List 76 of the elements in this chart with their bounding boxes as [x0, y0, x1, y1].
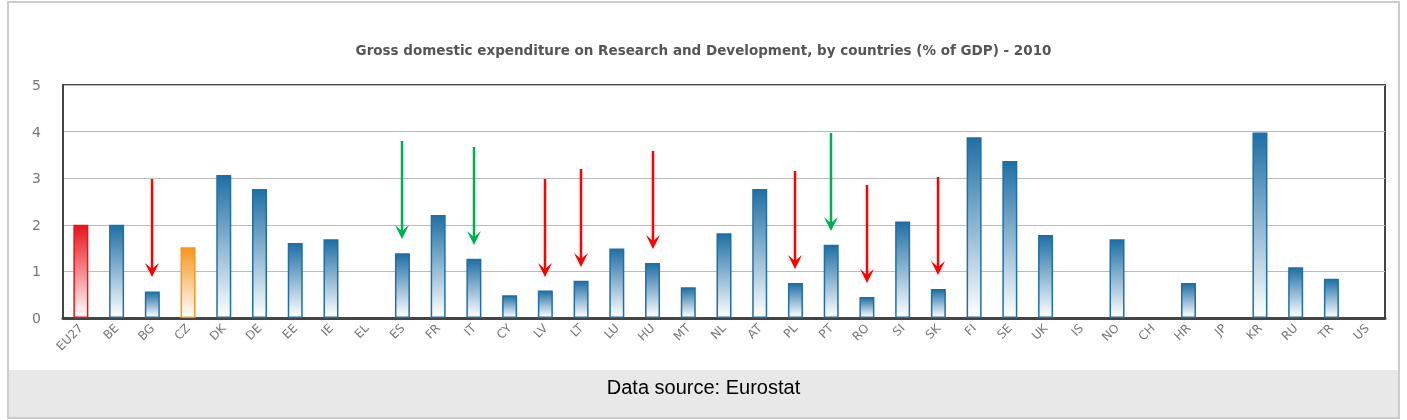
bar: [1109, 239, 1125, 318]
x-tick-label: ES: [386, 321, 408, 342]
x-tick-label: LU: [601, 321, 622, 342]
x-tick-label: DK: [206, 320, 230, 344]
x-tick-label: RU: [1278, 321, 1301, 344]
bar: [930, 289, 946, 318]
x-tick-label: PL: [780, 320, 801, 341]
y-tick-label: 4: [32, 123, 42, 140]
bar: [1288, 267, 1304, 318]
x-tick-label: UK: [1028, 320, 1052, 343]
bar: [859, 297, 875, 318]
source-note: Data source: Eurostat: [606, 376, 801, 398]
x-tick-label: NL: [707, 320, 730, 343]
y-tick-label: 5: [32, 77, 41, 93]
x-tick-label: JP: [1210, 321, 1230, 340]
x-tick-label: HU: [635, 321, 658, 344]
bar: [680, 287, 696, 318]
x-tick-label: LV: [530, 320, 551, 341]
bar: [1323, 278, 1339, 318]
x-tick-label: LT: [567, 320, 587, 340]
bar: [502, 295, 518, 318]
x-tick-label: NO: [1099, 321, 1122, 344]
bar: [1002, 160, 1018, 318]
bar: [645, 263, 661, 318]
bar: [752, 188, 768, 318]
y-tick-label: 1: [32, 263, 41, 280]
bar: [430, 215, 446, 318]
x-tick-label: SI: [889, 321, 908, 339]
x-tick-label: MT: [670, 320, 694, 344]
x-tick-label: CH: [1135, 321, 1158, 344]
bar: [466, 258, 482, 318]
bar: [216, 174, 232, 318]
x-tick-label: FR: [422, 321, 444, 342]
chart-title: Gross domestic expenditure on Research and Development, by countries (% of GDP) - 2010: [355, 42, 1052, 58]
x-tick-label: CY: [493, 320, 516, 342]
bar: [1252, 132, 1268, 318]
x-tick-label: EE: [279, 321, 301, 342]
bar: [323, 239, 339, 318]
y-tick-label: 2: [32, 216, 41, 233]
bar: [966, 137, 982, 318]
x-tick-label: PT: [815, 320, 837, 342]
x-tick-label: BE: [100, 321, 122, 343]
x-tick-label: SK: [922, 320, 945, 342]
bar: [787, 283, 803, 318]
bar: [1038, 235, 1054, 318]
bar: [180, 247, 196, 318]
bar: [823, 244, 839, 318]
x-tick-label: KR: [1243, 321, 1265, 343]
bar: [252, 188, 268, 318]
bar: [537, 290, 553, 318]
bar: [1180, 283, 1196, 318]
x-tick-label: DE: [242, 321, 265, 343]
x-tick-label: IE: [318, 321, 336, 339]
bar: [895, 221, 911, 318]
x-tick-label: IT: [461, 320, 480, 339]
x-tick-label: FI: [961, 321, 980, 339]
bar: [716, 233, 732, 318]
x-tick-label: CZ: [171, 321, 193, 343]
bar: [109, 224, 125, 318]
x-tick-label: HR: [1171, 321, 1194, 344]
x-tick-label: EL: [351, 320, 372, 342]
x-tick-label: BG: [135, 321, 158, 344]
y-tick-label: 3: [32, 170, 41, 187]
x-tick-label: RO: [849, 321, 872, 344]
bar: [573, 280, 589, 318]
x-tick-label: US: [1350, 321, 1373, 343]
x-tick-label: TR: [1314, 321, 1337, 343]
y-tick-label: 0: [32, 310, 41, 326]
bar: [287, 242, 303, 318]
bar: [394, 253, 410, 318]
x-tick-label: AT: [744, 320, 766, 342]
x-tick-label: IS: [1068, 321, 1087, 339]
bar: [609, 248, 625, 318]
bar: [144, 291, 160, 318]
x-tick-label: SE: [994, 321, 1015, 342]
bar: [73, 224, 89, 318]
